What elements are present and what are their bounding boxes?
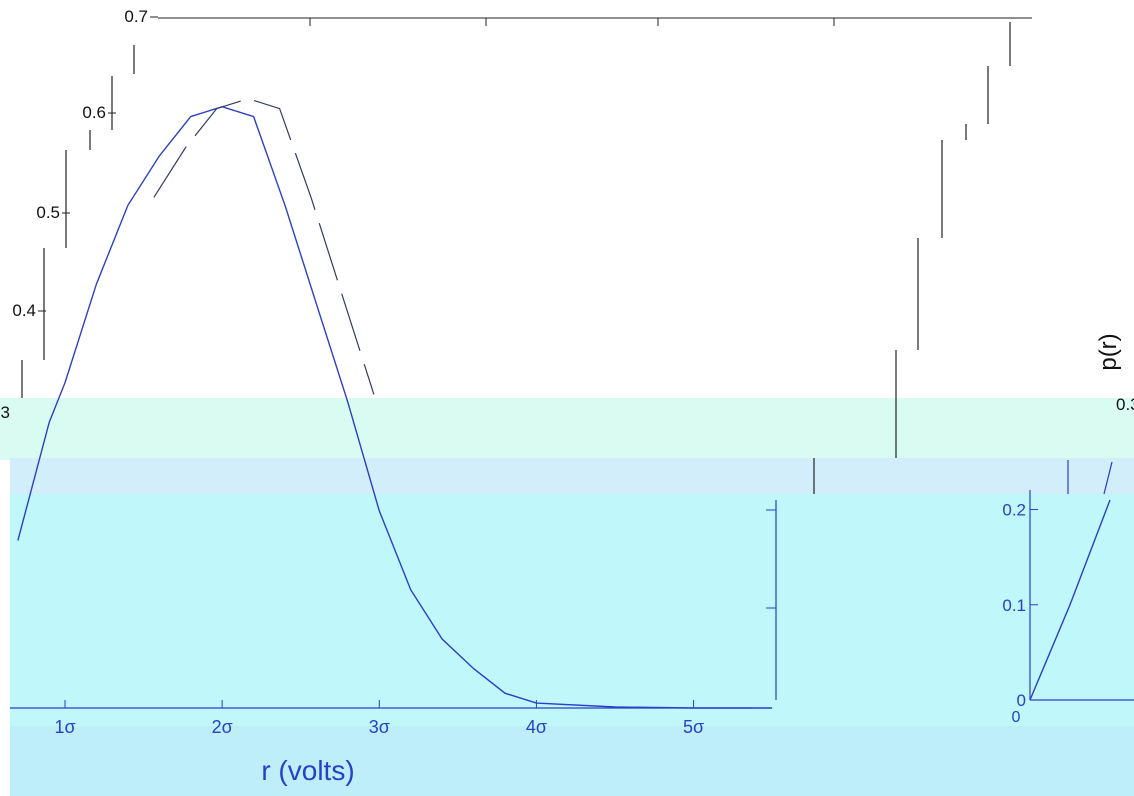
y-axis-ticks: 0.7 0.6 0.5 0.4 0.3 0.3 — [0, 7, 1134, 422]
y-tick-label: 0.5 — [36, 203, 60, 222]
x-tick-label: 3σ — [369, 717, 390, 737]
axes-frame — [10, 17, 1032, 709]
x-tick-label: 2σ — [212, 717, 233, 737]
band-top — [0, 398, 1134, 460]
x-tick-label: 4σ — [526, 717, 547, 737]
band-main — [10, 494, 1134, 726]
series-ghost-line — [153, 98, 375, 395]
inset-x-tick-label: 0 — [1012, 709, 1021, 726]
inset-y-tick-label: 0.2 — [1002, 501, 1026, 520]
y-tick-label: 0.3 — [0, 403, 10, 422]
inset-series-line — [1029, 499, 1111, 701]
inset-plot: 0.2 0.1 00 — [1002, 460, 1134, 726]
inset-y-tick-label: 0 — [1017, 691, 1026, 710]
y-tick-label: 0.3 — [1116, 395, 1134, 414]
series-line — [17, 105, 773, 709]
y-tick-label: 0.6 — [82, 103, 106, 122]
x-axis-ticks: 1σ 2σ 3σ 4σ 5σ — [54, 700, 704, 737]
band-mid — [10, 458, 1134, 494]
x-tick-label: 1σ — [54, 717, 75, 737]
inset-y-tick-label: 0.1 — [1002, 596, 1026, 615]
background-bands — [0, 398, 1134, 796]
y-tick-label: 0.4 — [12, 301, 36, 320]
y-axis-label: p(r) — [1095, 333, 1122, 370]
inset-line-fragment — [1103, 461, 1113, 495]
band-bottom — [10, 726, 1134, 796]
y-tick-label: 0.7 — [124, 7, 148, 26]
x-tick-label: 5σ — [683, 717, 704, 737]
x-axis-label: r (volts) — [261, 755, 354, 786]
series-curve — [17, 98, 773, 709]
